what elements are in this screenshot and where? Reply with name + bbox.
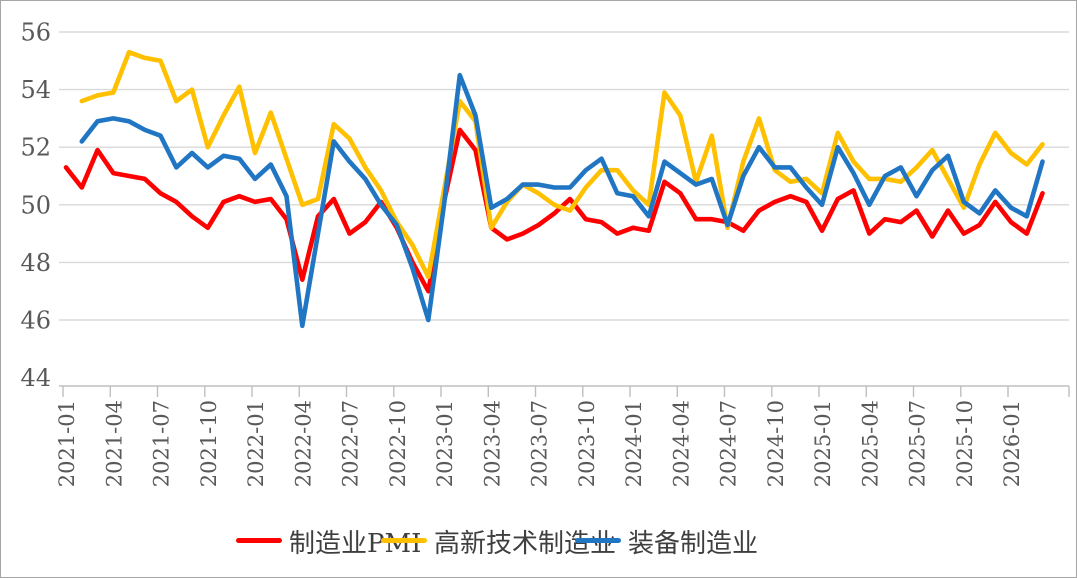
legend-label-equipment-manufacturing: 装备制造业 <box>628 529 759 559</box>
svg-text:2021-07: 2021-07 <box>150 400 174 487</box>
series-line-manufacturing-pmi <box>63 127 1045 294</box>
svg-text:52: 52 <box>20 134 51 162</box>
svg-text:50: 50 <box>20 191 51 219</box>
legend-label-manufacturing-pmi: 制造业PMI <box>289 529 422 559</box>
svg-text:2021-01: 2021-01 <box>55 400 79 487</box>
gridlines <box>59 31 1069 321</box>
svg-text:48: 48 <box>20 249 51 277</box>
svg-text:2023-10: 2023-10 <box>575 400 599 487</box>
svg-text:44: 44 <box>20 364 51 392</box>
svg-text:2021-04: 2021-04 <box>102 400 126 487</box>
y-axis-labels: 44 46 48 50 52 54 56 <box>20 19 51 393</box>
x-axis <box>59 385 1070 397</box>
legend-swatch-hightech-manufacturing <box>381 538 427 543</box>
legend-swatch-manufacturing-pmi <box>236 538 282 543</box>
x-axis-labels: 2021-01 2021-04 2021-07 2021-10 2022-01 2022-… <box>55 400 1024 487</box>
svg-text:2024-07: 2024-07 <box>717 400 741 487</box>
svg-text:46: 46 <box>20 307 51 335</box>
series-line-equipment-manufacturing <box>79 72 1045 329</box>
svg-text:2024-01: 2024-01 <box>622 400 646 487</box>
svg-text:2026-01: 2026-01 <box>1000 400 1024 487</box>
svg-text:2022-10: 2022-10 <box>386 400 410 487</box>
svg-text:56: 56 <box>20 19 51 47</box>
legend-swatch-equipment-manufacturing <box>575 538 621 543</box>
svg-text:2025-10: 2025-10 <box>953 400 977 487</box>
legend-label-hightech-manufacturing: 高新技术制造业 <box>434 529 617 559</box>
svg-text:2023-04: 2023-04 <box>480 400 504 487</box>
svg-text:2022-07: 2022-07 <box>339 400 363 487</box>
svg-text:2024-10: 2024-10 <box>764 400 788 487</box>
svg-text:2025-07: 2025-07 <box>906 400 930 487</box>
svg-text:2025-01: 2025-01 <box>811 400 835 487</box>
svg-text:2024-04: 2024-04 <box>669 400 693 487</box>
svg-text:2023-01: 2023-01 <box>433 400 457 487</box>
svg-text:54: 54 <box>20 76 51 104</box>
series-line-hightech-manufacturing <box>79 49 1045 280</box>
svg-text:2022-01: 2022-01 <box>244 400 268 487</box>
svg-text:2023-07: 2023-07 <box>528 400 552 487</box>
chart-legend: 制造业PMI 高新技术制造业 装备制造业 <box>1 523 1076 565</box>
svg-text:2021-10: 2021-10 <box>197 400 221 487</box>
svg-text:2022-04: 2022-04 <box>291 400 315 487</box>
svg-text:2025-04: 2025-04 <box>858 400 882 487</box>
